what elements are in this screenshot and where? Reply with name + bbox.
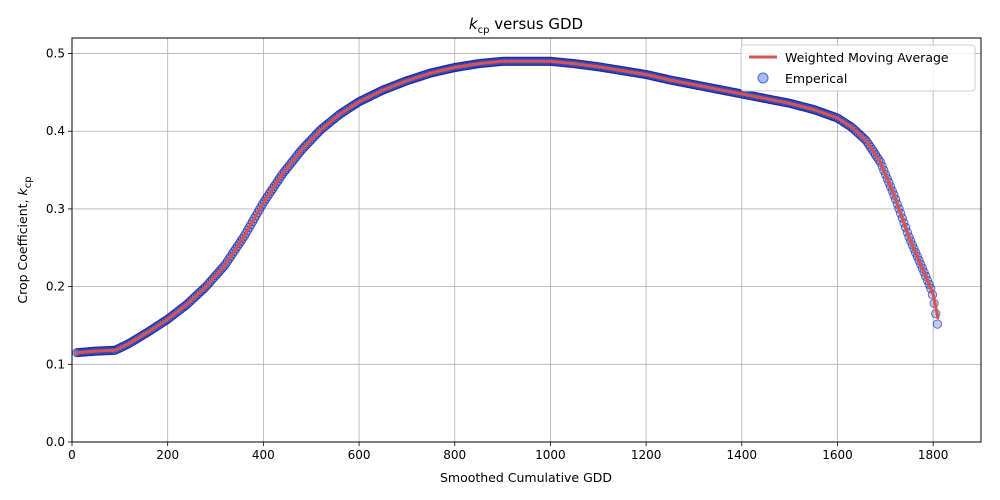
x-tick-label: 1400 xyxy=(727,448,758,462)
legend: Weighted Moving Average Emperical xyxy=(740,44,976,92)
y-axis-title: Crop Coefficient, kcp xyxy=(15,176,34,303)
y-tick-label: 0.5 xyxy=(46,47,65,61)
y-tick-label: 0.2 xyxy=(46,280,65,294)
ticks: 0 200 400 600 800 1000 1200 1400 1600 1800 0.0 0.1 0… xyxy=(46,47,949,462)
x-tick-label: 1000 xyxy=(535,448,566,462)
x-axis-title: Smoothed Cumulative GDD xyxy=(440,470,612,485)
legend-box xyxy=(740,44,976,92)
chart-title: kcp versus GDD xyxy=(469,15,583,36)
legend-empirical-label: Emperical xyxy=(785,71,847,86)
x-tick-label: 1600 xyxy=(822,448,853,462)
y-tick-label: 0.0 xyxy=(46,435,65,449)
plot-frame xyxy=(71,37,982,443)
y-tick-label: 0.3 xyxy=(46,202,65,216)
y-axis-title-var: k xyxy=(15,188,30,196)
x-tick-label: 400 xyxy=(252,448,275,462)
title-var: k xyxy=(469,15,479,33)
y-axis-title-sub: cp xyxy=(23,176,34,188)
legend-dot-swatch xyxy=(757,72,769,84)
y-tick-label: 0.4 xyxy=(46,124,65,138)
x-tick-label: 600 xyxy=(348,448,371,462)
weighted-moving-average-line xyxy=(75,59,940,355)
x-tick-label: 1800 xyxy=(918,448,949,462)
weighted-moving-average-layer xyxy=(75,59,940,355)
y-tick-label: 0.1 xyxy=(46,357,65,371)
y-axis-title-main: Crop Coefficient, xyxy=(15,196,30,304)
title-rest: versus GDD xyxy=(489,15,583,33)
x-tick-label: 1200 xyxy=(631,448,662,462)
empirical-point xyxy=(932,319,943,329)
title-sub: cp xyxy=(478,25,490,36)
x-tick-label: 800 xyxy=(443,448,466,462)
legend-wma-label: Weighted Moving Average xyxy=(785,50,949,65)
x-tick-label: 0 xyxy=(68,448,76,462)
x-tick-label: 200 xyxy=(156,448,179,462)
